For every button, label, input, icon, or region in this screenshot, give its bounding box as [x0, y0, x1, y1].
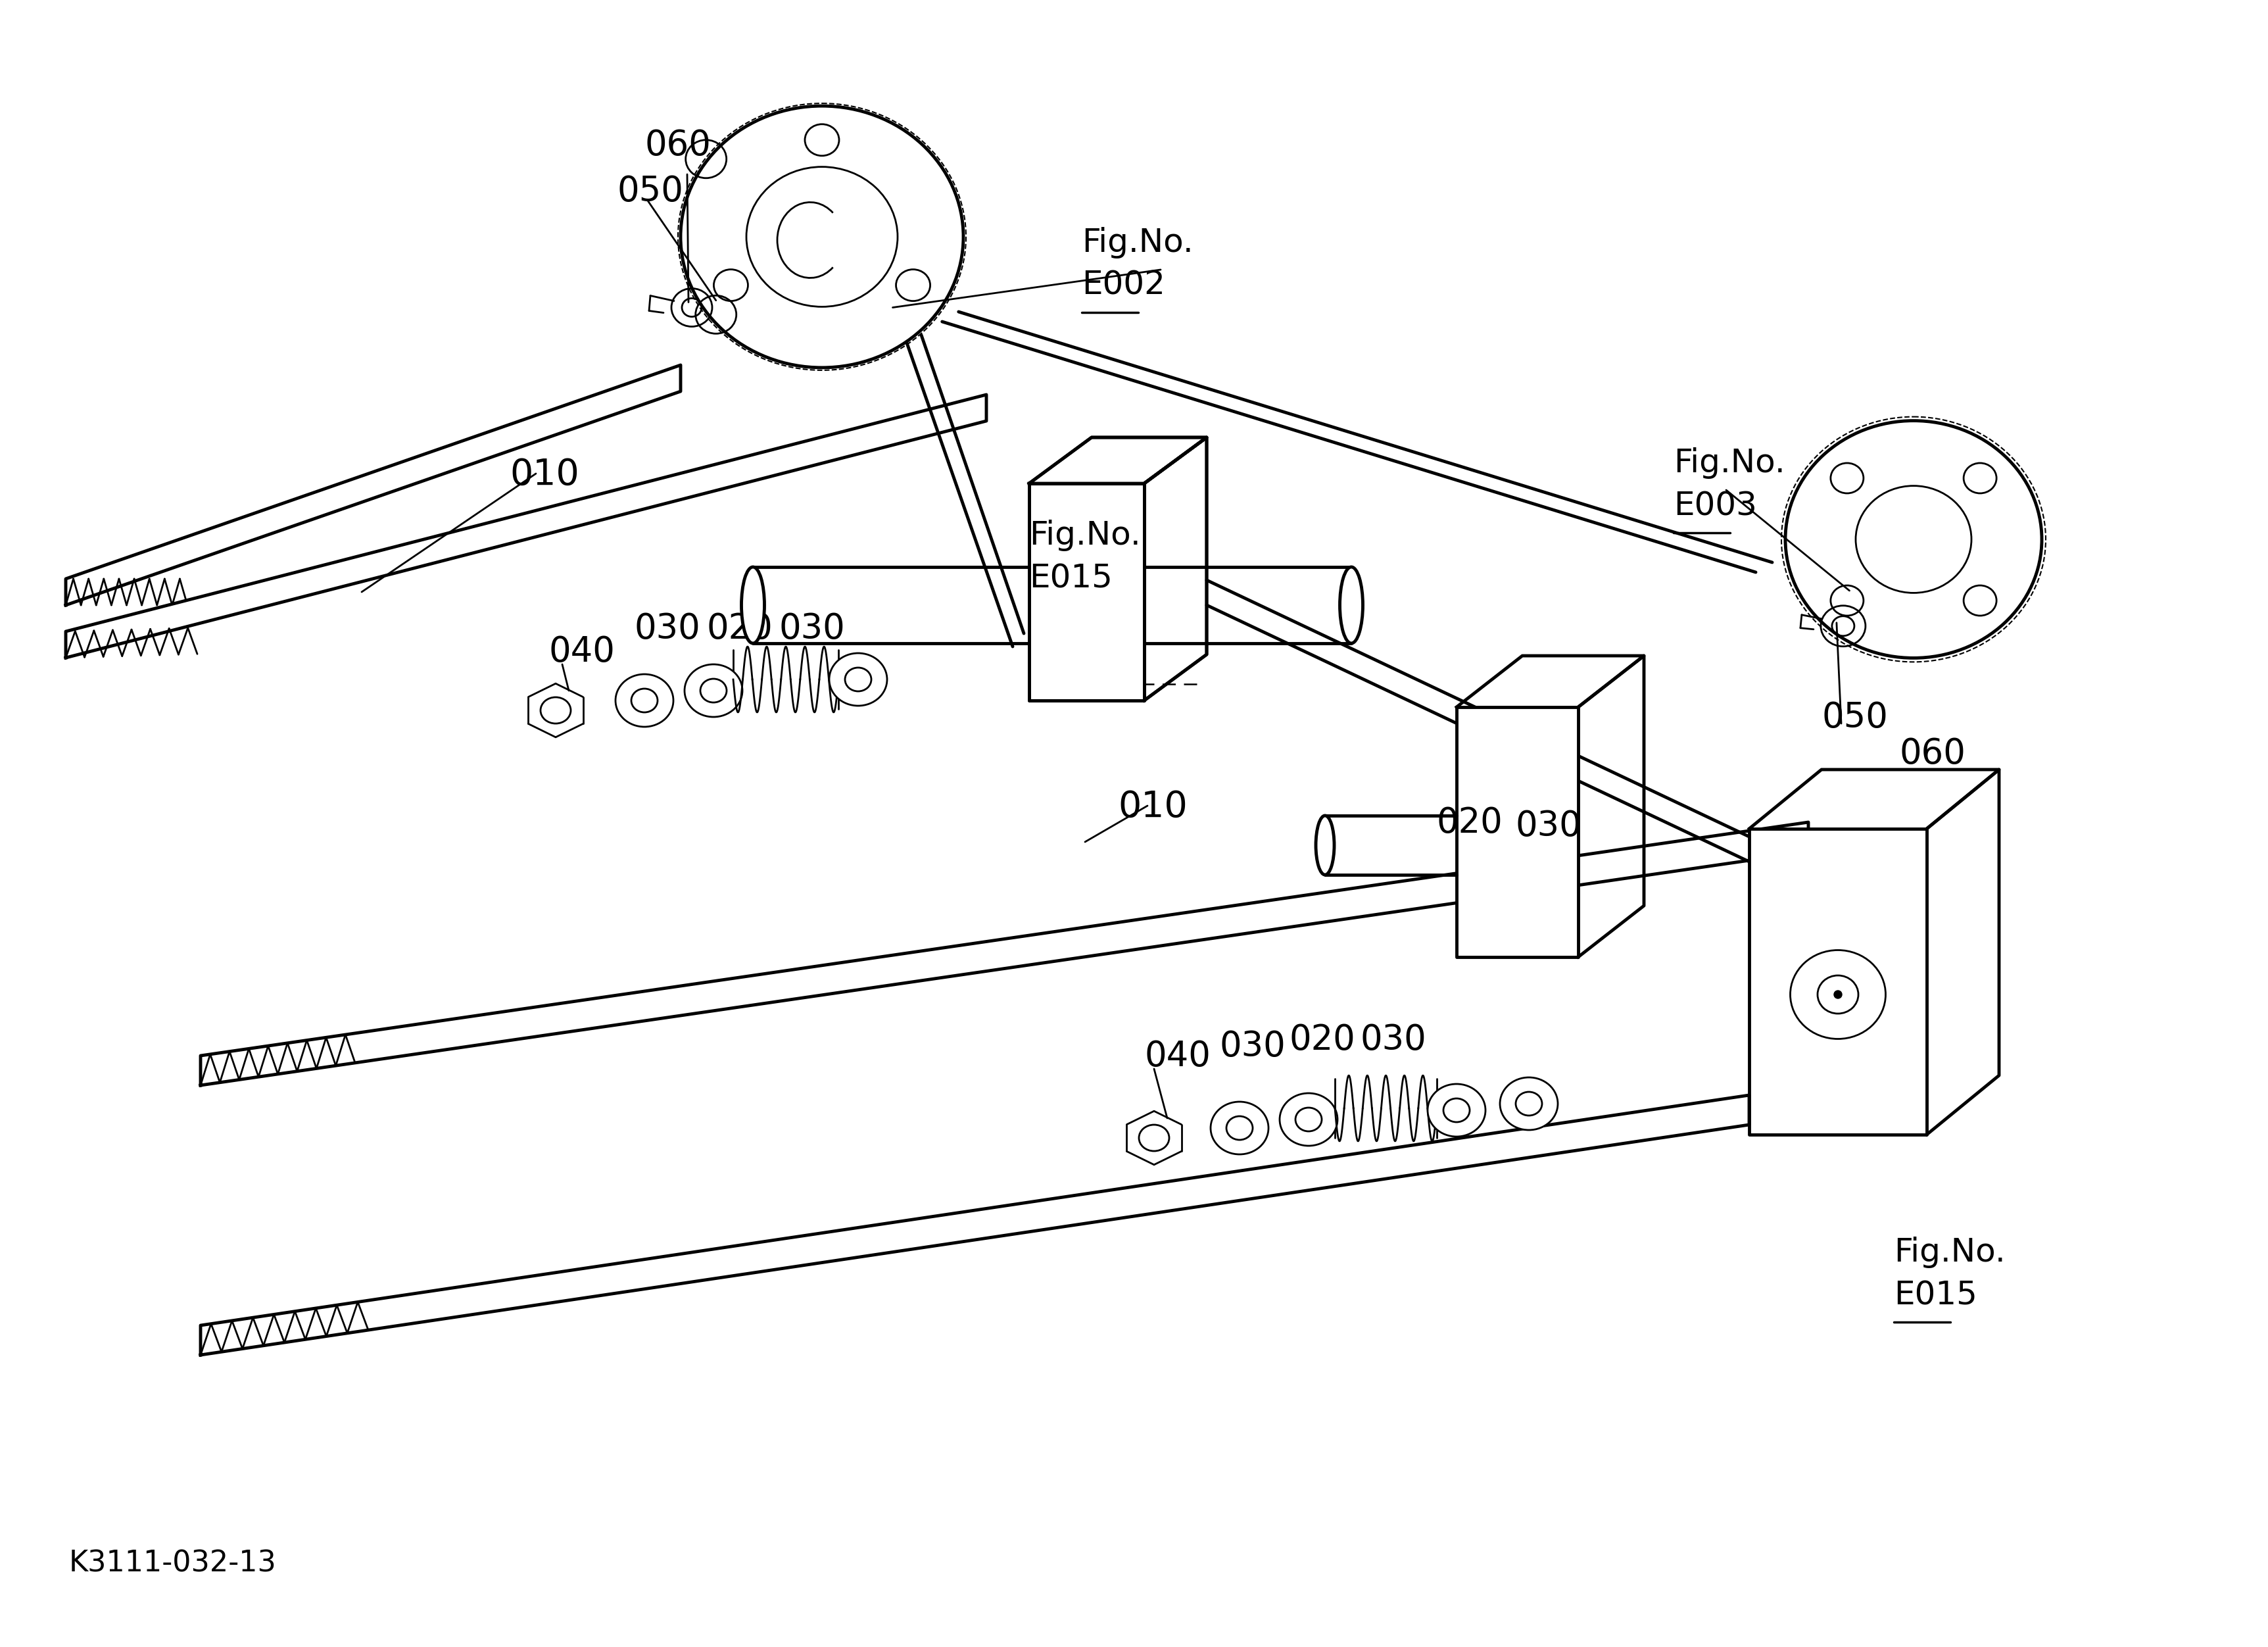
Text: E015: E015 — [1030, 562, 1114, 595]
Polygon shape — [200, 822, 1808, 1085]
Polygon shape — [1749, 828, 1928, 1135]
Text: 060: 060 — [1898, 736, 1966, 771]
Polygon shape — [66, 395, 987, 657]
Text: 030: 030 — [635, 611, 701, 646]
Ellipse shape — [615, 674, 674, 726]
Text: 020: 020 — [708, 611, 773, 646]
Text: Fig.No.: Fig.No. — [1030, 519, 1141, 552]
Ellipse shape — [1315, 815, 1334, 875]
Text: 010: 010 — [1118, 789, 1188, 825]
Polygon shape — [200, 1095, 1749, 1355]
Text: Fig.No.: Fig.No. — [1674, 448, 1785, 479]
Text: 060: 060 — [644, 128, 710, 163]
Text: 040: 040 — [549, 634, 615, 669]
Text: 040: 040 — [1143, 1039, 1211, 1074]
Text: 050: 050 — [1821, 700, 1887, 735]
Text: 020: 020 — [1288, 1023, 1354, 1057]
Text: 020: 020 — [1438, 805, 1504, 840]
Text: Fig.No.: Fig.No. — [1894, 1237, 2005, 1268]
Text: 030: 030 — [1220, 1029, 1286, 1064]
Text: E015: E015 — [1894, 1280, 1978, 1311]
Text: 010: 010 — [510, 458, 578, 492]
Circle shape — [1835, 990, 1842, 998]
Text: 030: 030 — [1515, 809, 1583, 843]
Ellipse shape — [742, 567, 764, 644]
Text: E002: E002 — [1082, 270, 1166, 301]
Text: 050: 050 — [617, 175, 683, 209]
Ellipse shape — [1279, 1094, 1338, 1146]
Ellipse shape — [1499, 1077, 1558, 1130]
Text: Fig.No.: Fig.No. — [1082, 227, 1193, 259]
Ellipse shape — [830, 654, 887, 707]
Ellipse shape — [685, 664, 742, 716]
Polygon shape — [1030, 484, 1143, 700]
Polygon shape — [1456, 707, 1579, 957]
Text: 030: 030 — [1361, 1023, 1427, 1057]
Ellipse shape — [1340, 567, 1363, 644]
Ellipse shape — [1427, 1084, 1486, 1136]
Text: E003: E003 — [1674, 491, 1758, 522]
Text: K3111-032-13: K3111-032-13 — [68, 1548, 277, 1578]
Text: 030: 030 — [780, 611, 846, 646]
Ellipse shape — [1211, 1102, 1268, 1155]
Polygon shape — [66, 366, 680, 604]
